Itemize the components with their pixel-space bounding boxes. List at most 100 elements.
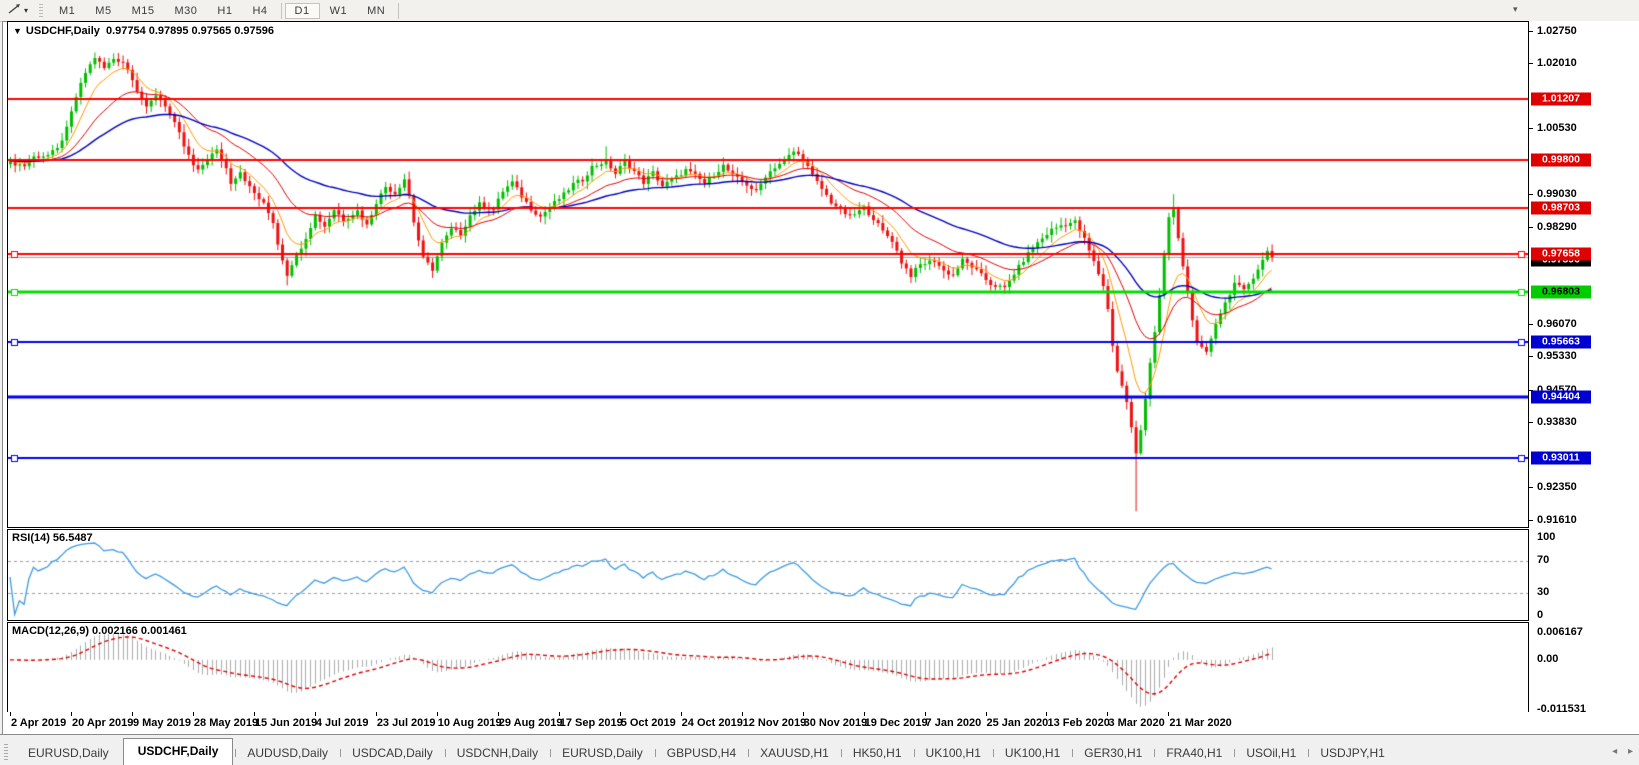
chart-tab-usoil-h1[interactable]: USOil,H1 (1234, 742, 1308, 765)
price-line-badge[interactable]: 0.94404 (1531, 390, 1591, 404)
chart-collapse-icon[interactable]: ▼ (13, 26, 22, 36)
macd-axis-label: -0.011531 (1537, 703, 1586, 715)
price-chart-pane[interactable] (7, 21, 1529, 528)
timeframe-button-d1[interactable]: D1 (284, 2, 320, 19)
price-line-badge[interactable]: 1.01207 (1531, 92, 1591, 106)
chart-tab-fra40-h1[interactable]: FRA40,H1 (1154, 742, 1234, 765)
date-tick-label: 19 Dec 2019 (864, 717, 928, 729)
rsi-axis-label: 100 (1537, 531, 1556, 543)
date-tick (558, 712, 560, 716)
rsi-axis-label: 30 (1537, 585, 1550, 598)
macd-indicator-pane[interactable] (7, 622, 1529, 713)
price-line-badge[interactable]: 0.93011 (1531, 451, 1591, 465)
date-tick (436, 712, 438, 716)
date-tick (1046, 712, 1048, 716)
price-tick (1529, 226, 1533, 228)
price-tick (1529, 487, 1533, 489)
price-line-badge[interactable]: 0.97658 (1531, 247, 1591, 261)
price-axis[interactable]: 1.02750 1.02010 1.00530 0.99030 0.98290 0.960… (1529, 21, 1639, 715)
price-tick-label: 1.02010 (1537, 57, 1577, 70)
price-tick (1529, 323, 1533, 325)
chart-tab-xauusd-h1[interactable]: XAUUSD,H1 (748, 742, 841, 765)
timeframe-button-w1[interactable]: W1 (329, 4, 348, 17)
chart-tab-hk50-h1[interactable]: HK50,H1 (840, 742, 914, 765)
chart-tab-uk100-h1[interactable]: UK100,H1 (913, 742, 993, 765)
timeframe-button-mn[interactable]: MN (367, 4, 386, 17)
tabbar-grip[interactable] (4, 744, 8, 760)
price-tick-label: 1.02750 (1537, 24, 1577, 37)
chart-tab-usdcnh-daily[interactable]: USDCNH,Daily (444, 742, 550, 765)
price-tick-label: 0.99030 (1537, 188, 1577, 201)
price-tick-label: 0.93830 (1537, 416, 1577, 429)
price-tick (1529, 389, 1533, 391)
date-tick (802, 712, 804, 716)
date-tick-label: 15 Jun 2019 (254, 717, 318, 729)
date-tick (619, 712, 621, 716)
price-tick-label: 0.95330 (1537, 350, 1577, 363)
date-tick (497, 712, 499, 716)
price-tick (1529, 128, 1533, 130)
toolbar-separator (280, 2, 282, 19)
date-tick-label: 23 Jul 2019 (376, 717, 436, 729)
date-tick (10, 712, 11, 716)
price-tick (1529, 63, 1533, 65)
ohlc-high: 0.97895 (148, 25, 189, 37)
timeframe-button-h4[interactable]: H4 (252, 4, 268, 17)
chart-tab-usdcad-daily[interactable]: USDCAD,Daily (340, 742, 445, 765)
date-tick (985, 712, 987, 716)
chart-tab-eurusd-daily[interactable]: EURUSD,Daily (550, 742, 655, 765)
chart-tab-eurusd-daily[interactable]: EURUSD,Daily (28, 746, 109, 760)
line-tool-button[interactable]: ▾ (4, 1, 31, 21)
toolbar-grip[interactable] (39, 3, 44, 18)
price-tick (1529, 194, 1533, 196)
date-tick-label: 17 Sep 2019 (559, 717, 623, 729)
chart-tab-usdchf-daily[interactable]: USDCHF,Daily (122, 738, 234, 765)
line-tool-icon (7, 2, 22, 20)
date-tick-label: 29 Aug 2019 (498, 717, 563, 729)
rsi-label: RSI(14) 56.5487 (12, 532, 93, 544)
timeframe-button-m1[interactable]: M1 (59, 4, 76, 17)
date-tick-label: 13 Feb 2020 (1047, 717, 1110, 729)
macd-label: MACD(12,26,9) 0.002166 0.001461 (12, 625, 187, 637)
price-tick-label: 0.92350 (1537, 481, 1577, 494)
timeframe-buttons: M1 M5 M15 M30 H1 H4 D1 W1 MN (49, 2, 402, 19)
price-line-badge[interactable]: 0.95663 (1531, 335, 1591, 349)
chevron-down-icon: ▾ (24, 6, 29, 15)
price-tick (1529, 30, 1533, 32)
timeframe-toolbar: ▾ M1 M5 M15 M30 H1 H4 D1 W1 MN ▾ (0, 0, 1639, 22)
price-line-badge[interactable]: 0.98703 (1531, 201, 1591, 215)
date-tick-label: 2 Apr 2019 (11, 717, 67, 729)
price-line-badge[interactable]: 0.99800 (1531, 153, 1591, 167)
chart-tab-gbpusd-h4[interactable]: GBPUSD,H4 (654, 742, 748, 765)
price-line-badge[interactable]: 0.96803 (1531, 285, 1591, 299)
date-axis[interactable]: 2 Apr 2019 20 Apr 2019 9 May 2019 28 May 20… (7, 712, 1529, 733)
timeframe-button-h1[interactable]: H1 (217, 4, 233, 17)
chart-tab-ger30-h1[interactable]: GER30,H1 (1072, 742, 1154, 765)
rsi-indicator-pane[interactable] (7, 529, 1529, 621)
tabs-scroll-left-icon[interactable]: ◂ (1612, 746, 1618, 757)
toolbar-overflow-icon[interactable]: ▾ (1513, 4, 1518, 14)
date-tick-label: 7 Jan 2020 (925, 717, 982, 729)
price-tick-label: 0.96070 (1537, 317, 1577, 330)
ohlc-close: 0.97596 (234, 25, 275, 37)
rsi-axis-label: 0 (1537, 609, 1544, 621)
date-tick (70, 712, 72, 716)
chart-tab-usdjpy-h1[interactable]: USDJPY,H1 (1308, 742, 1396, 765)
price-tick (1529, 422, 1533, 424)
date-tick (314, 712, 316, 716)
ohlc-low: 0.97565 (191, 25, 232, 37)
tabs-scroll-right-icon[interactable]: ▸ (1627, 746, 1633, 757)
timeframe-button-m5[interactable]: M5 (95, 4, 112, 17)
macd-axis-label: 0.006167 (1537, 626, 1583, 638)
date-tick (741, 712, 743, 716)
chart-tabs: EURUSD,Daily USDCHF,Daily AUDUSD,Daily USDC… (16, 735, 1397, 765)
tab-scroll-nav: ◂ ▸ (1604, 746, 1633, 757)
timeframe-button-m30[interactable]: M30 (174, 4, 198, 17)
chart-tab-audusd-daily[interactable]: AUDUSD,Daily (235, 742, 340, 765)
price-tick (1529, 519, 1533, 521)
chart-tab-uk100-h1[interactable]: UK100,H1 (992, 742, 1072, 765)
date-tick (924, 712, 926, 716)
rsi-axis-label: 70 (1537, 554, 1550, 567)
timeframe-button-m15[interactable]: M15 (131, 4, 155, 17)
date-tick-label: 10 Aug 2019 (437, 717, 502, 729)
